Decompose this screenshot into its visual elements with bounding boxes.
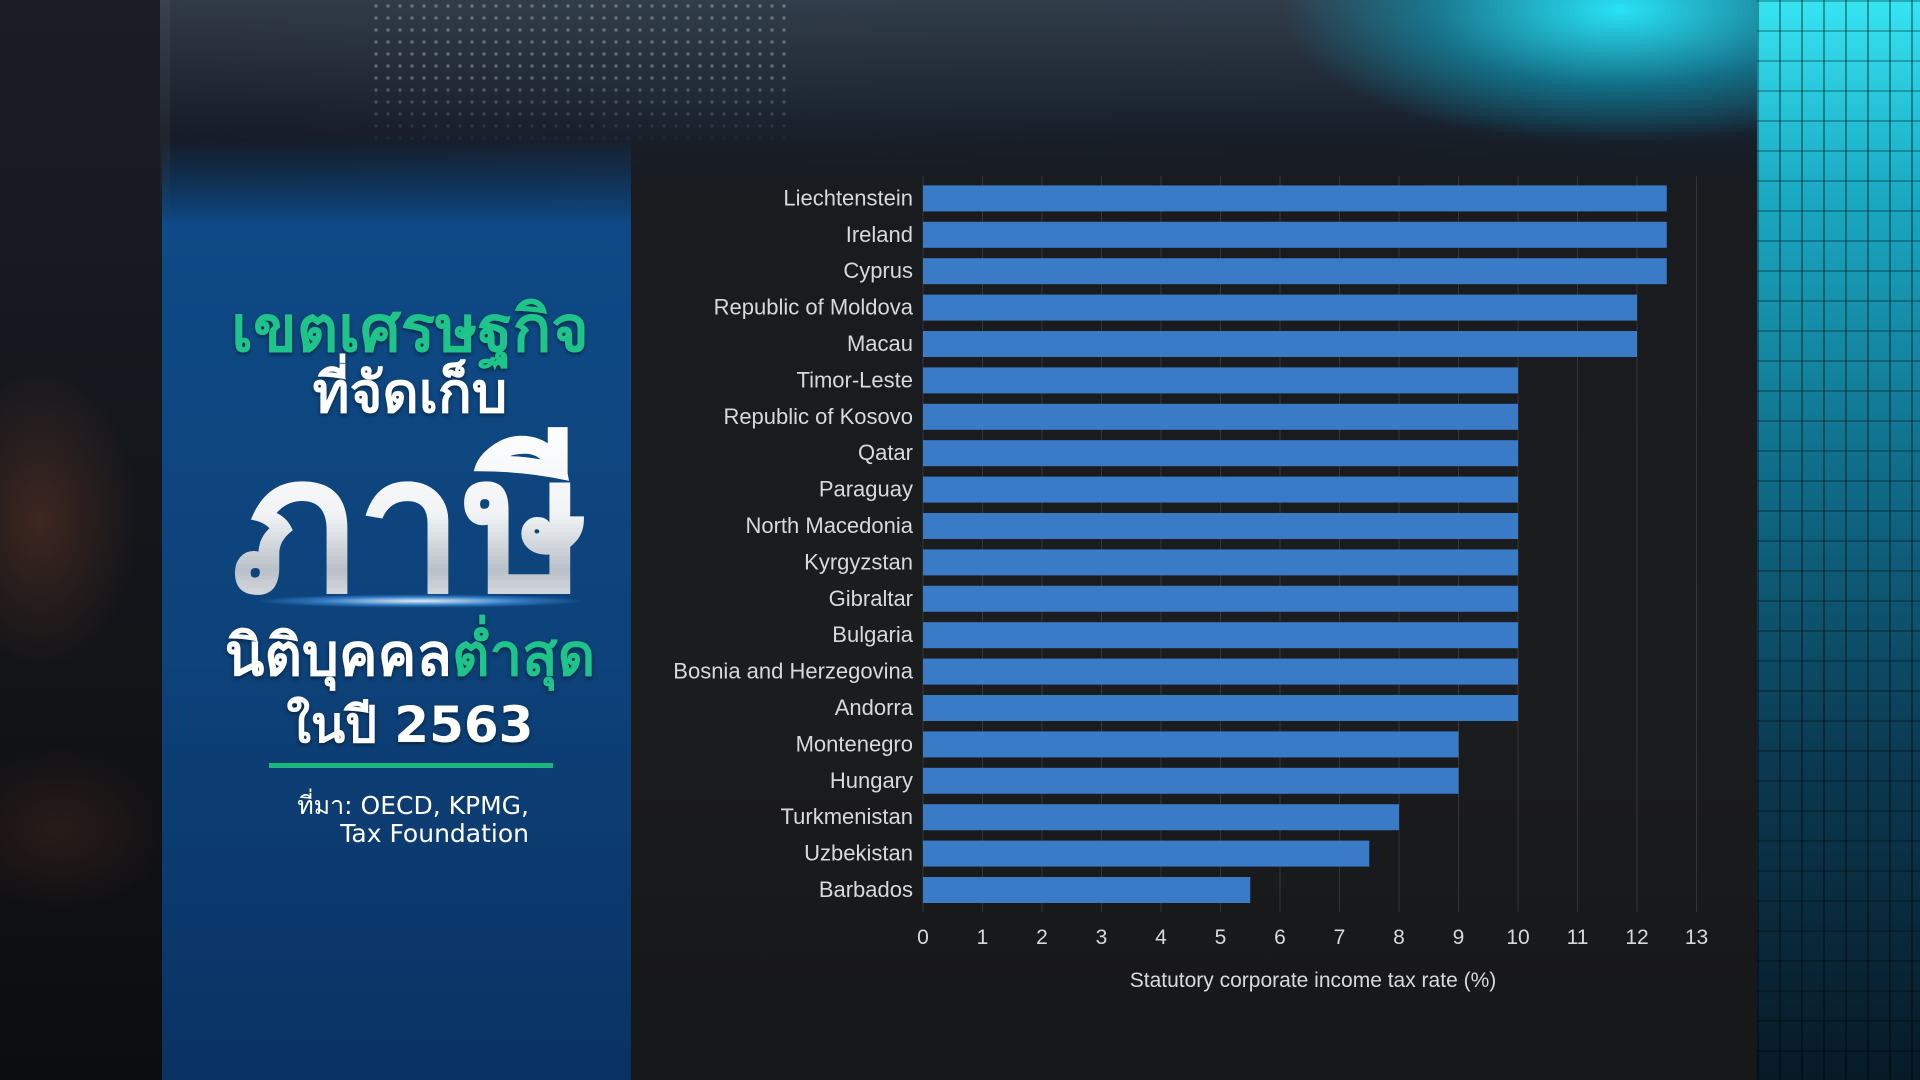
bar-bosnia-and-herzegovina bbox=[923, 658, 1518, 685]
gridlines bbox=[922, 176, 1697, 912]
category-label-macau: Macau bbox=[847, 331, 913, 356]
category-label-montenegro: Montenegro bbox=[796, 731, 913, 756]
bar-turkmenistan bbox=[923, 804, 1399, 831]
title-line-2: ที่จัดเก็บ bbox=[312, 361, 508, 426]
title-line-4-white: นิติบุคคล bbox=[224, 621, 452, 689]
bar-bulgaria bbox=[923, 622, 1518, 649]
category-label-andorra: Andorra bbox=[835, 695, 914, 720]
x-tick-label-4: 4 bbox=[1155, 926, 1167, 949]
x-tick-label-3: 3 bbox=[1096, 926, 1108, 949]
title-line-4-green: ต่ำสุด bbox=[451, 621, 596, 689]
source-line-2: Tax Foundation bbox=[340, 819, 529, 848]
bar-andorra bbox=[923, 695, 1518, 721]
title-underline bbox=[269, 763, 553, 768]
category-label-hungary: Hungary bbox=[830, 768, 913, 793]
category-label-bulgaria: Bulgaria bbox=[832, 622, 913, 647]
x-tick-label-11: 11 bbox=[1567, 926, 1589, 949]
x-tick-label-1: 1 bbox=[977, 926, 989, 949]
category-label-cyprus: Cyprus bbox=[843, 258, 913, 283]
category-label-north-macedonia: North Macedonia bbox=[745, 513, 913, 538]
x-tick-label-5: 5 bbox=[1215, 926, 1227, 949]
bar-timor-leste bbox=[923, 367, 1518, 394]
bar-barbados bbox=[923, 877, 1251, 903]
light-flare bbox=[200, 588, 640, 614]
category-label-uzbekistan: Uzbekistan bbox=[804, 841, 913, 866]
x-tick-label-13: 13 bbox=[1685, 926, 1708, 949]
bars bbox=[923, 185, 1667, 903]
title-line-1: เขตเศรษฐกิจ bbox=[231, 293, 589, 367]
bar-kyrgyzstan bbox=[923, 549, 1518, 576]
bar-ireland bbox=[923, 221, 1667, 248]
bar-hungary bbox=[923, 767, 1459, 794]
bar-republic-of-kosovo bbox=[923, 403, 1518, 430]
category-label-turkmenistan: Turkmenistan bbox=[781, 804, 913, 829]
source-line-1: ที่มา: OECD, KPMG, bbox=[297, 791, 529, 820]
category-label-republic-of-moldova: Republic of Moldova bbox=[714, 295, 914, 320]
x-tick-labels: 0 1 2 3 4 5 6 7 8 9 10 11 12 13 bbox=[917, 926, 1708, 949]
category-label-ireland: Ireland bbox=[846, 222, 913, 247]
bar-liechtenstein bbox=[923, 185, 1667, 212]
category-label-republic-of-kosovo: Republic of Kosovo bbox=[723, 404, 913, 429]
x-tick-label-9: 9 bbox=[1453, 926, 1465, 949]
x-tick-label-6: 6 bbox=[1274, 926, 1286, 949]
x-axis-title: Statutory corporate income tax rate (%) bbox=[1130, 969, 1497, 992]
category-labels: Liechtenstein Ireland Cyprus Republic of Mo… bbox=[673, 185, 913, 902]
x-tick-label-10: 10 bbox=[1506, 926, 1529, 949]
x-tick-label-7: 7 bbox=[1334, 926, 1346, 949]
bar-qatar bbox=[923, 440, 1518, 467]
category-label-paraguay: Paraguay bbox=[819, 477, 913, 502]
category-label-gibraltar: Gibraltar bbox=[829, 586, 913, 611]
category-label-kyrgyzstan: Kyrgyzstan bbox=[804, 549, 913, 574]
category-label-barbados: Barbados bbox=[819, 877, 913, 902]
title-line-5: ในปี 2563 bbox=[286, 696, 534, 754]
title-line-3: ภาษี bbox=[180, 416, 640, 636]
bar-republic-of-moldova bbox=[923, 294, 1637, 321]
category-label-timor-leste: Timor-Leste bbox=[796, 367, 913, 392]
x-tick-label-0: 0 bbox=[917, 926, 929, 949]
bar-north-macedonia bbox=[923, 513, 1518, 539]
bar-paraguay bbox=[923, 476, 1518, 503]
title-line-4: นิติบุคคลต่ำสุด bbox=[180, 620, 640, 690]
x-tick-label-8: 8 bbox=[1393, 926, 1405, 949]
category-label-liechtenstein: Liechtenstein bbox=[783, 185, 913, 210]
bar-cyprus bbox=[923, 258, 1667, 285]
bar-montenegro bbox=[923, 731, 1459, 758]
bar-macau bbox=[923, 331, 1637, 357]
background-building bbox=[1757, 0, 1920, 1080]
bar-gibraltar bbox=[923, 585, 1518, 612]
category-label-bosnia-and-herzegovina: Bosnia and Herzegovina bbox=[673, 659, 913, 684]
category-label-qatar: Qatar bbox=[858, 440, 913, 465]
x-tick-label-2: 2 bbox=[1036, 926, 1048, 949]
bar-uzbekistan bbox=[923, 840, 1370, 867]
x-tick-label-12: 12 bbox=[1625, 926, 1648, 949]
